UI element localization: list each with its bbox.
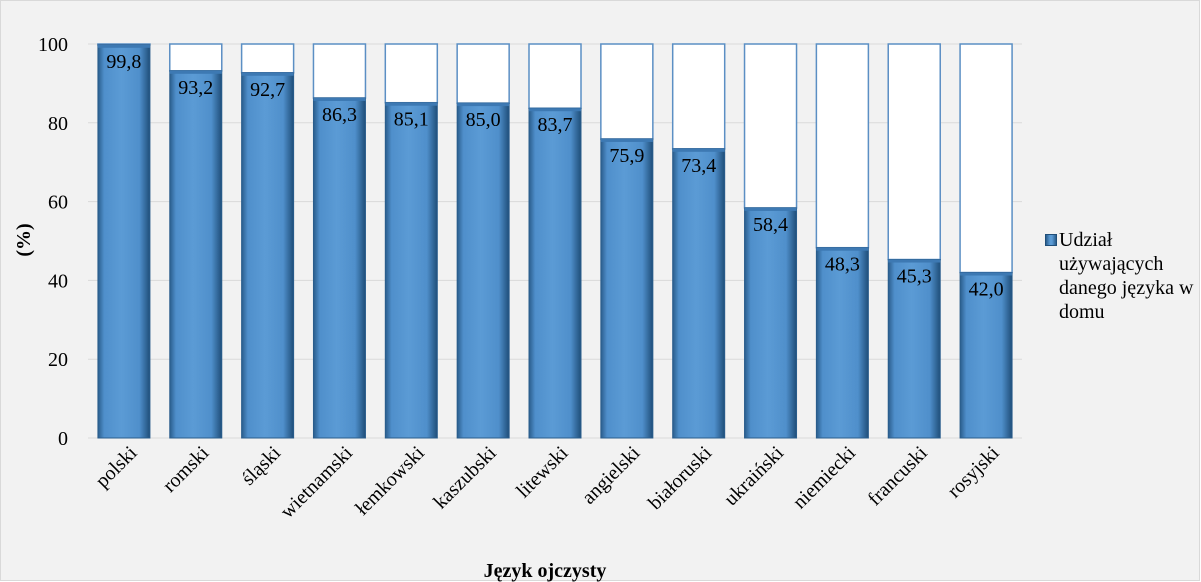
bar	[815, 247, 869, 439]
data-label: 48,3	[825, 254, 860, 276]
data-labels: 99,8 93,2 92,7 86,3 85,1 85,0 83,7 75,9 73,4 58,4…	[106, 51, 1003, 301]
bar-remainder	[456, 43, 510, 104]
y-axis-ticks: 0 20 40 60 80 100	[38, 34, 68, 450]
bar	[97, 44, 151, 439]
bar-remainder	[384, 43, 439, 104]
y-tick-label: 60	[48, 192, 68, 214]
legend: Udział używających danego języka w domu	[1045, 228, 1195, 324]
x-tick-label: rosyjski	[943, 442, 1004, 503]
y-tick-label: 40	[48, 270, 68, 292]
x-axis-title: Język ojczysty	[484, 560, 607, 582]
bar-remainder	[528, 43, 582, 109]
bar-top-edge	[744, 207, 797, 211]
data-label: 93,2	[178, 77, 213, 99]
bar-top-edge	[888, 259, 941, 263]
x-tick-label: polski	[91, 442, 141, 492]
bar-top-edge	[385, 102, 438, 106]
data-label: 73,4	[681, 155, 716, 177]
data-label: 92,7	[250, 79, 285, 101]
bar-top-edge	[457, 103, 510, 107]
bar-remainder	[169, 43, 223, 72]
bar-remainder	[815, 43, 870, 249]
data-label: 99,8	[106, 51, 141, 73]
x-tick-label: śląski	[237, 442, 285, 490]
bar-top-edge	[313, 97, 366, 101]
bar-top-edge	[816, 247, 869, 251]
y-axis-title: (%)	[13, 223, 35, 256]
bar-remainder	[671, 43, 726, 150]
bar-top-edge	[169, 70, 222, 74]
y-tick-label: 0	[58, 428, 68, 450]
x-tick-label: litewski	[512, 442, 573, 503]
x-tick-label: kaszubski	[429, 442, 501, 514]
legend-swatch	[1045, 234, 1057, 246]
bars	[97, 43, 1013, 439]
y-tick-label: 100	[38, 34, 68, 56]
bar-top-edge	[241, 72, 294, 76]
x-tick-label: niemiecki	[789, 442, 861, 514]
bar	[744, 207, 798, 439]
data-label: 45,3	[897, 266, 932, 288]
bar-remainder	[743, 43, 798, 209]
x-tick-label: angielski	[578, 442, 645, 509]
bar	[672, 148, 726, 439]
bar	[312, 97, 366, 439]
bar-top-edge	[960, 272, 1013, 276]
bar-remainder	[240, 43, 295, 74]
data-label: 85,1	[394, 109, 429, 131]
data-label: 85,0	[466, 109, 501, 131]
bar-top-edge	[672, 148, 725, 152]
data-label: 86,3	[322, 104, 357, 126]
bar-top-edge	[97, 44, 150, 48]
x-tick-label: wietnamski	[276, 442, 357, 523]
bar	[528, 107, 582, 439]
bar	[384, 102, 438, 439]
bar-top-edge	[600, 138, 653, 142]
x-tick-label: białoruski	[644, 442, 716, 514]
bar	[456, 102, 510, 439]
y-tick-label: 20	[48, 349, 68, 371]
y-tick-label: 80	[48, 113, 68, 135]
legend-label: Udział używających danego języka w domu	[1059, 229, 1194, 323]
bar	[887, 259, 941, 439]
bar-remainder	[959, 43, 1013, 274]
data-label: 75,9	[609, 145, 644, 167]
bar-top-edge	[529, 108, 581, 112]
data-label: 83,7	[538, 114, 573, 136]
bar-remainder	[600, 43, 654, 140]
bar-remainder	[312, 43, 367, 99]
data-label: 42,0	[969, 279, 1004, 301]
data-label: 58,4	[753, 214, 788, 236]
bar-remainder	[887, 43, 941, 261]
x-tick-label: łemkowski	[351, 442, 429, 520]
x-tick-label: romski	[158, 442, 213, 497]
bar	[169, 70, 223, 439]
x-tick-label: francuski	[864, 442, 932, 510]
x-tick-label: ukraiński	[720, 442, 789, 511]
bar	[600, 138, 654, 439]
bar	[241, 72, 295, 439]
